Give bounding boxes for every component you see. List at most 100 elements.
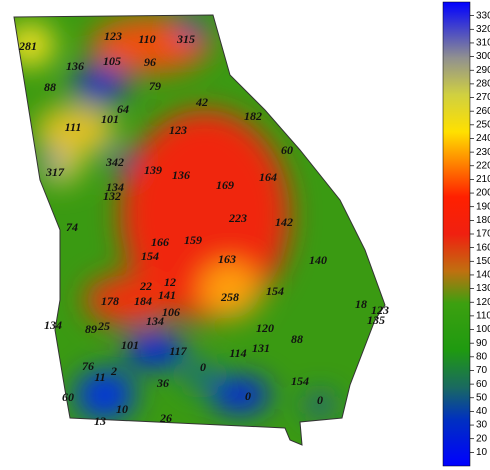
site-label: 2 — [110, 364, 117, 378]
site-label: 36 — [156, 376, 169, 390]
site-label: 258 — [220, 290, 239, 304]
site-label: 182 — [244, 109, 262, 123]
colorbar-tick-label: 270 — [476, 92, 490, 103]
colorbar-tick-label: 170 — [476, 229, 490, 240]
site-label: 139 — [144, 163, 162, 177]
site-label: 184 — [134, 294, 152, 308]
site-label: 11 — [94, 370, 105, 384]
colorbar-tick-label: 80 — [476, 351, 488, 362]
site-label: 134 — [106, 180, 124, 194]
site-label: 281 — [18, 39, 37, 53]
site-label: 106 — [162, 305, 180, 319]
site-label: 223 — [228, 211, 247, 225]
site-label: 154 — [266, 284, 284, 298]
site-label: 154 — [291, 374, 309, 388]
colorbar-tick-label: 30 — [476, 420, 488, 431]
colorbar-tick-label: 250 — [476, 119, 490, 130]
colorbar-tick-label: 300 — [476, 51, 490, 62]
colorbar-tick-label: 260 — [476, 106, 490, 117]
colorbar-tick-label: 230 — [476, 147, 490, 158]
site-label: 154 — [141, 249, 159, 263]
site-label: 135 — [367, 313, 385, 327]
site-label: 166 — [151, 235, 169, 249]
site-label: 317 — [45, 165, 65, 179]
colorbar-tick-label: 40 — [476, 406, 488, 417]
site-label: 74 — [66, 220, 78, 234]
site-label: 136 — [66, 59, 84, 73]
colorbar-tick-label: 130 — [476, 283, 490, 294]
colorbar-tick-label: 100 — [476, 324, 490, 335]
colorbar-tick-label: 150 — [476, 256, 490, 267]
colorbar — [442, 1, 471, 467]
colorbar-tick-label: 140 — [476, 270, 490, 281]
colorbar-tick-label: 310 — [476, 38, 490, 49]
colorbar-tick-label: 210 — [476, 174, 490, 185]
site-label: 0 — [200, 360, 206, 374]
site-label: 136 — [172, 168, 190, 182]
colorbar-tick-label: 320 — [476, 24, 490, 35]
colorbar-ticks: 10 20 30 40 50 60 70 80 90 100 110 120 130 140 150 160 1… — [470, 10, 490, 458]
site-label: 169 — [216, 178, 234, 192]
site-label: 60 — [281, 143, 293, 157]
site-label: 123 — [371, 303, 389, 317]
site-label: 89 — [85, 322, 97, 336]
site-label: 12 — [164, 275, 176, 289]
site-label: 110 — [138, 32, 155, 46]
site-label: 141 — [158, 288, 176, 302]
colorbar-tick-label: 290 — [476, 65, 490, 76]
site-label: 164 — [259, 170, 277, 184]
site-label: 111 — [65, 120, 82, 134]
site-label: 76 — [82, 359, 94, 373]
site-label: 178 — [101, 294, 119, 308]
site-label: 79 — [149, 79, 161, 93]
site-label: 18 — [355, 297, 367, 311]
site-label: 315 — [176, 32, 195, 46]
site-label: 132 — [103, 189, 121, 203]
site-label: 342 — [105, 155, 124, 169]
site-label: 123 — [104, 29, 122, 43]
site-label: 142 — [275, 215, 293, 229]
colorbar-tick-label: 180 — [476, 215, 490, 226]
site-label: 10 — [116, 402, 128, 416]
site-label: 134 — [146, 314, 164, 328]
colorbar-tick-label: 220 — [476, 160, 490, 171]
site-label: 101 — [121, 338, 139, 352]
site-label: 105 — [103, 54, 121, 68]
colorbar-tick-label: 330 — [476, 10, 490, 21]
colorbar-tick-label: 50 — [476, 392, 488, 403]
site-label: 120 — [256, 321, 274, 335]
colorbar-tick-label: 240 — [476, 133, 490, 144]
colorbar-tick-label: 90 — [476, 338, 488, 349]
site-label: 22 — [139, 279, 152, 293]
site-label: 140 — [309, 253, 327, 267]
site-label: 42 — [195, 95, 208, 109]
site-label: 60 — [62, 390, 74, 404]
site-label: 117 — [169, 344, 187, 358]
site-label: 134 — [44, 318, 62, 332]
colorbar-tick-label: 20 — [476, 433, 488, 444]
site-label: 13 — [94, 414, 106, 428]
colorbar-tick-label: 110 — [476, 311, 490, 322]
site-label: 64 — [117, 102, 129, 116]
site-label: 88 — [291, 332, 303, 346]
colorbar-tick-label: 190 — [476, 201, 490, 212]
site-label: 26 — [159, 411, 172, 425]
site-label: 25 — [97, 319, 110, 333]
colorbar-tick-label: 120 — [476, 297, 490, 308]
site-label: 0 — [245, 389, 251, 403]
state-outline — [13, 14, 386, 446]
site-label: 123 — [169, 123, 187, 137]
colorbar-tick-label: 60 — [476, 379, 488, 390]
colorbar-tick-label: 280 — [476, 79, 490, 90]
site-label: 114 — [229, 346, 246, 360]
site-label: 159 — [184, 233, 202, 247]
site-label: 96 — [144, 55, 156, 69]
site-label: 131 — [252, 341, 270, 355]
site-label: 163 — [218, 252, 236, 266]
site-label: 88 — [44, 80, 56, 94]
colorbar-tick-label: 10 — [476, 447, 488, 458]
colorbar-tick-label: 200 — [476, 188, 490, 199]
site-label: 0 — [317, 393, 323, 407]
